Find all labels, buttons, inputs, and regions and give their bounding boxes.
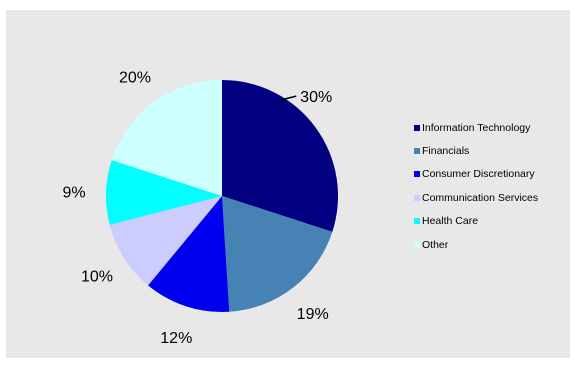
- legend-label-information-technology: Information Technology: [422, 121, 531, 134]
- pie-slice-financials: [222, 196, 333, 312]
- legend-item-financials: Financials: [414, 139, 538, 162]
- data-label-information-technology: 30%: [300, 89, 332, 106]
- legend-item-other: Other: [414, 233, 538, 256]
- legend-label-financials: Financials: [422, 145, 470, 158]
- legend-item-information-technology: Information Technology: [414, 116, 538, 139]
- legend-item-communication-services: Communication Services: [414, 186, 538, 209]
- pie-slice-information-technology: [222, 80, 338, 232]
- legend-swatch-financials: [414, 148, 420, 155]
- data-label-consumer-discretionary: 12%: [160, 330, 192, 347]
- data-label-financials: 19%: [297, 306, 329, 323]
- legend-label-consumer-discretionary: Consumer Discretionary: [422, 168, 535, 181]
- pie-chart: 30% 19% 12% 10% 9% 20%: [63, 69, 338, 347]
- legend-swatch-information-technology: [414, 124, 420, 131]
- data-label-communication-services: 10%: [81, 268, 113, 285]
- pie-slice-health-care: [105, 160, 222, 225]
- chart-panel: 30% 19% 12% 10% 9% 20% Information Technology…: [6, 10, 570, 358]
- legend-item-consumer-discretionary: Consumer Discretionary: [414, 163, 538, 186]
- data-label-health-care: 9%: [63, 184, 86, 201]
- leader-lines: [280, 95, 297, 101]
- legend-label-other: Other: [422, 238, 449, 251]
- legend-swatch-communication-services: [414, 194, 420, 201]
- leader-line-information-technology: [280, 95, 297, 101]
- pie-slice-other: [111, 79, 222, 196]
- data-label-other: 20%: [119, 69, 151, 86]
- legend: Information Technology Financials Consumer…: [414, 116, 538, 256]
- legend-swatch-consumer-discretionary: [414, 171, 420, 178]
- legend-label-health-care: Health Care: [422, 215, 479, 228]
- legend-swatch-other: [414, 241, 420, 248]
- legend-label-communication-services: Communication Services: [422, 191, 539, 204]
- pie-data-labels: 30% 19% 12% 10% 9% 20%: [63, 69, 333, 347]
- legend-swatch-health-care: [414, 218, 420, 225]
- pie-slice-communication-services: [109, 196, 222, 286]
- pie-slices: [105, 79, 338, 312]
- legend-item-health-care: Health Care: [414, 210, 538, 233]
- pie-slice-consumer-discretionary: [148, 196, 230, 312]
